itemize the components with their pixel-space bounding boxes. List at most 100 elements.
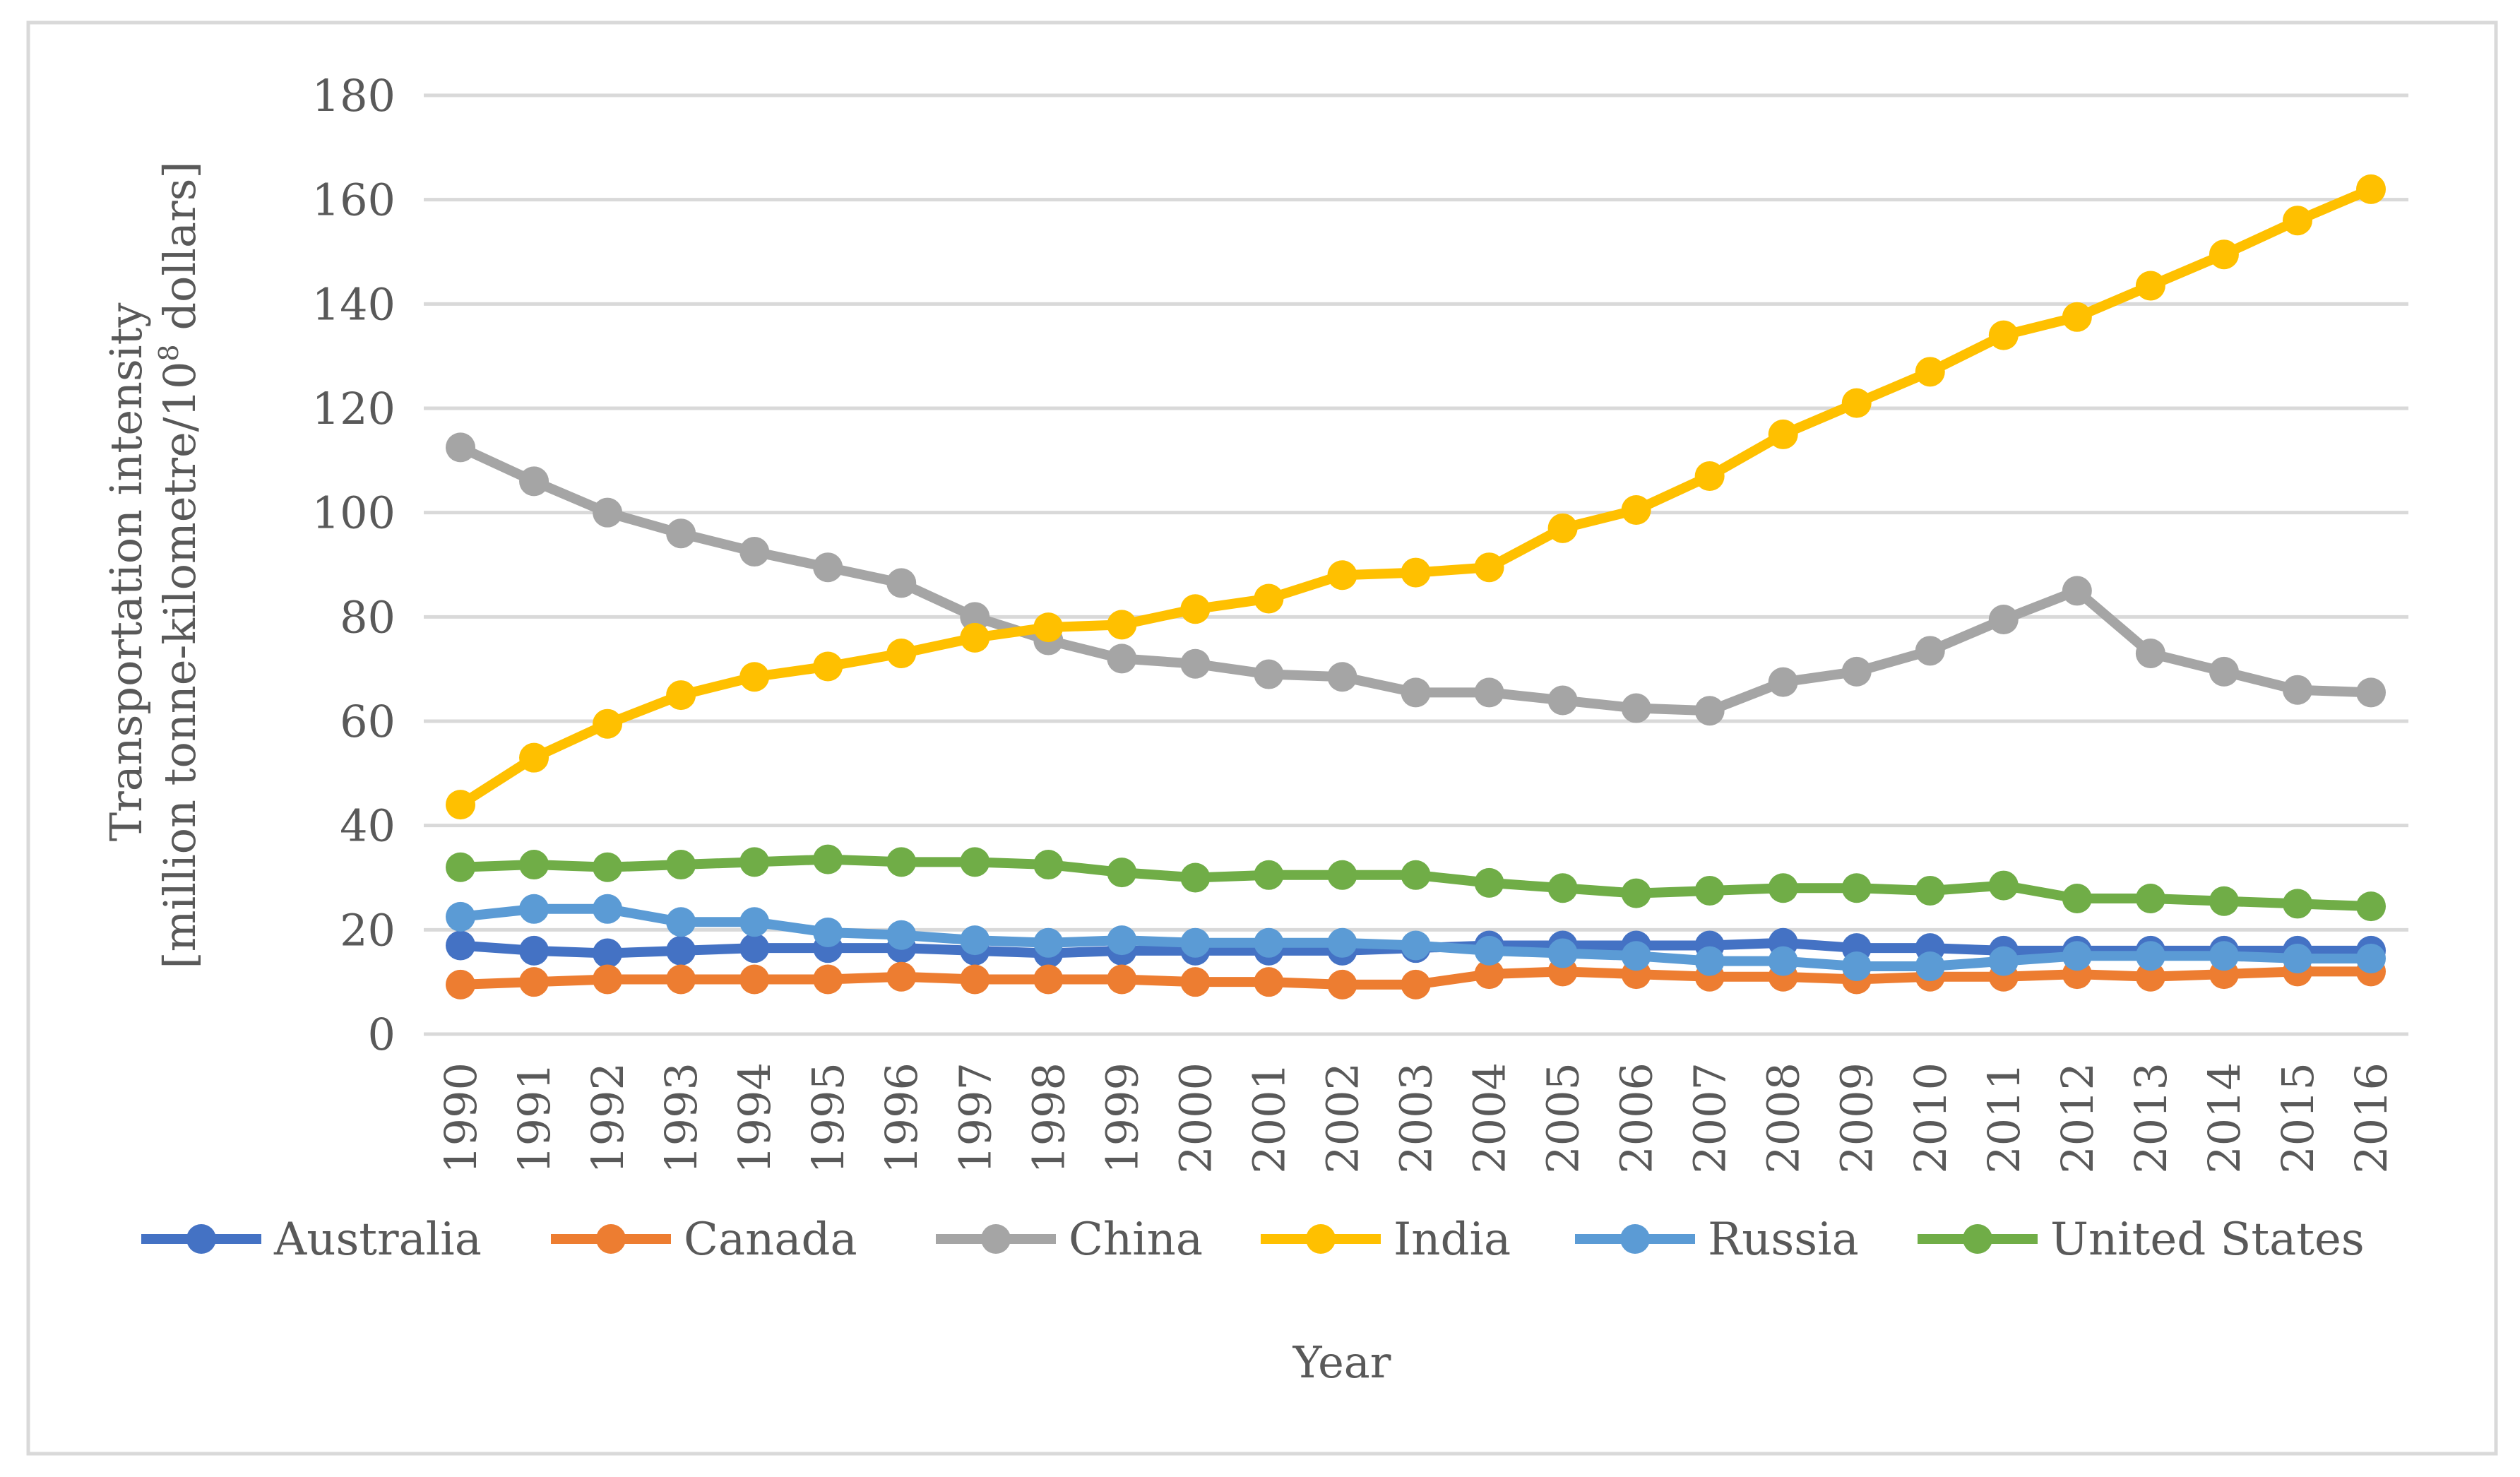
data-point	[666, 680, 696, 711]
data-point	[1621, 494, 1651, 525]
legend-label: India	[1393, 1214, 1511, 1266]
data-point	[886, 568, 917, 598]
data-point	[1107, 925, 1137, 956]
data-point	[1988, 320, 2019, 350]
legend-marker	[596, 1224, 626, 1254]
legend-marker	[1963, 1224, 1992, 1254]
data-point	[1401, 860, 1431, 890]
legend-label: Canada	[684, 1214, 857, 1266]
y-axis-title: Transportation intensity [million tonne-…	[100, 161, 206, 968]
data-point	[1768, 419, 1798, 449]
data-point	[519, 850, 549, 880]
data-point	[1254, 860, 1284, 890]
data-point	[1254, 583, 1284, 614]
series-china	[446, 432, 2386, 726]
data-point	[739, 847, 770, 877]
data-point	[446, 901, 475, 932]
series-russia	[446, 894, 2386, 982]
data-point	[1401, 677, 1431, 708]
data-point	[813, 552, 843, 583]
y-tick-label: 80	[340, 591, 396, 643]
data-point	[1841, 388, 1872, 418]
x-tick-label: 2002	[1317, 1062, 1368, 1174]
data-point	[886, 639, 917, 669]
data-point	[1401, 930, 1431, 961]
data-point	[1841, 951, 1872, 982]
y-tick-label: 60	[340, 696, 396, 747]
legend-label: Russia	[1708, 1214, 1859, 1266]
data-point	[519, 967, 549, 997]
data-point	[1327, 662, 1357, 692]
x-tick-label: 2001	[1243, 1062, 1295, 1174]
y-axis-title-line2: [million tonne-kilometre/108 dollars]	[153, 161, 206, 968]
x-tick-label: 2012	[2052, 1062, 2103, 1174]
y-tick-label: 100	[312, 487, 396, 539]
x-tick-label: 2008	[1758, 1062, 1809, 1174]
data-point	[1107, 610, 1137, 640]
data-point	[666, 518, 696, 549]
data-point	[446, 432, 475, 463]
x-tick-label: 1994	[729, 1062, 780, 1174]
data-point	[2356, 677, 2386, 708]
data-point	[1180, 862, 1211, 893]
data-point	[886, 847, 917, 877]
x-tick-label: 2003	[1391, 1062, 1442, 1174]
data-point	[1547, 685, 1578, 716]
data-point	[1254, 967, 1284, 997]
data-point	[1768, 667, 1798, 697]
data-point	[1180, 967, 1211, 997]
data-point	[1107, 858, 1137, 888]
data-point	[886, 920, 917, 950]
legend-label: Australia	[273, 1214, 482, 1266]
data-point	[739, 662, 770, 692]
data-point	[446, 790, 475, 820]
data-point	[519, 742, 549, 773]
data-point	[1474, 867, 1504, 898]
data-point	[593, 708, 623, 739]
x-tick-label: 2000	[1170, 1062, 1221, 1174]
data-point	[1033, 850, 1064, 880]
data-point	[1768, 873, 1798, 903]
data-point	[739, 907, 770, 937]
y-tick-label: 140	[312, 278, 396, 330]
data-point	[1474, 552, 1504, 583]
legend-item: China	[936, 1214, 1203, 1266]
data-point	[886, 961, 917, 992]
data-point	[1474, 959, 1504, 990]
legend-marker	[186, 1224, 216, 1254]
x-tick-label: 2014	[2199, 1062, 2250, 1174]
data-point	[1107, 964, 1137, 995]
data-point	[1327, 860, 1357, 890]
data-point	[2135, 884, 2165, 914]
data-point	[2062, 884, 2092, 914]
y-axis-title-line1: Transportation intensity	[100, 302, 152, 841]
x-tick-label: 2007	[1684, 1062, 1736, 1174]
x-tick-label: 2004	[1464, 1062, 1516, 1174]
data-point	[1327, 560, 1357, 591]
data-point	[1694, 875, 1725, 906]
data-point	[519, 935, 549, 966]
data-point	[2282, 675, 2312, 705]
data-point	[1180, 648, 1211, 679]
data-point	[1474, 677, 1504, 708]
x-tick-label: 1997	[949, 1062, 1001, 1174]
data-point	[2062, 576, 2092, 606]
legend-marker	[1306, 1224, 1336, 1254]
data-point	[1180, 594, 1211, 624]
x-tick-label: 1996	[876, 1062, 927, 1174]
x-tick-label: 2016	[2346, 1062, 2397, 1174]
legend-item: United States	[1918, 1214, 2365, 1266]
data-point	[593, 852, 623, 882]
x-tick-label: 1998	[1023, 1062, 1074, 1174]
legend-item: India	[1261, 1214, 1511, 1266]
data-point	[813, 844, 843, 874]
y-tick-label: 0	[368, 1009, 396, 1060]
data-point	[1988, 946, 2019, 976]
x-axis-title: Year	[1292, 1336, 1391, 1388]
data-point	[666, 850, 696, 880]
data-point	[2209, 239, 2239, 270]
data-point	[1841, 656, 1872, 687]
data-point	[2282, 943, 2312, 973]
data-point	[519, 894, 549, 924]
